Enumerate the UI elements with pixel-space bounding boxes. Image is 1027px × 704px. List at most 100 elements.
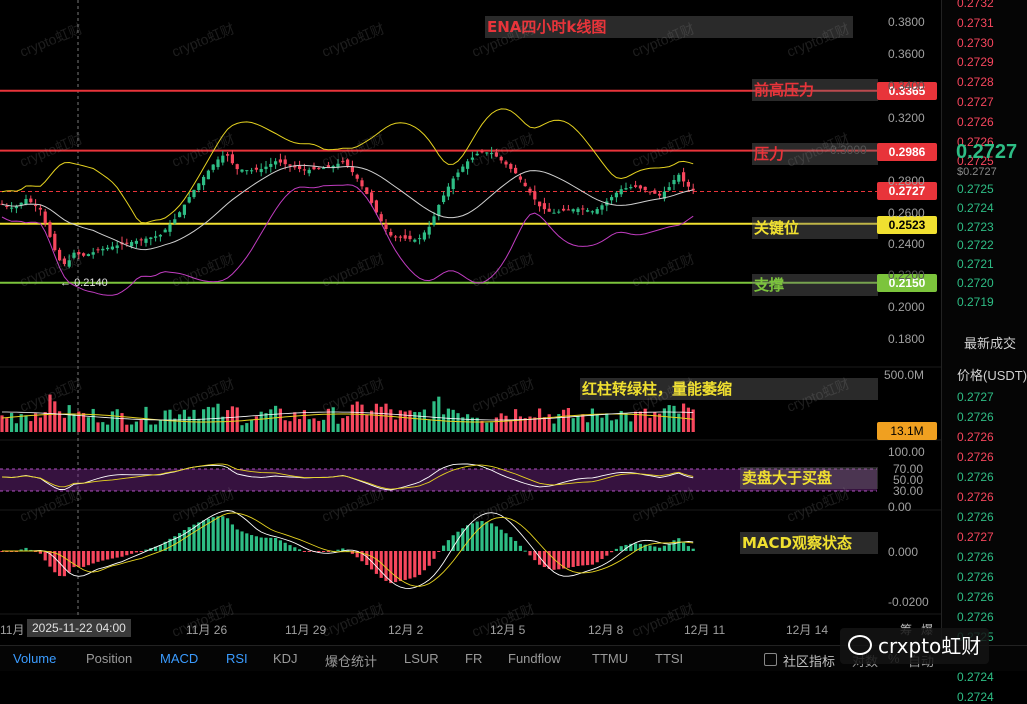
macd-histogram-bar (48, 551, 52, 567)
volume-bar (667, 405, 671, 432)
tab-fundflow[interactable]: Fundflow (508, 651, 561, 666)
candle-body (269, 163, 273, 167)
tab-liquidation[interactable]: 爆仓统计 (325, 654, 378, 669)
ask-price: 0.2725 (957, 154, 994, 169)
macd-histogram-bar (638, 543, 642, 551)
candle-body (586, 210, 590, 212)
volume-bar (312, 418, 316, 432)
macd-histogram-bar (264, 537, 268, 551)
macd-histogram-bar (144, 549, 148, 551)
x-label: 12月 2 (388, 623, 424, 637)
macd-histogram-bar (216, 516, 220, 551)
candle-body (106, 247, 110, 250)
macd-histogram-bar (72, 551, 76, 568)
tab-macd[interactable]: MACD (160, 651, 199, 666)
volume-bar (638, 411, 642, 432)
trade-price: 0.2726 (957, 450, 994, 464)
tab-fr[interactable]: FR (465, 651, 483, 666)
candle-body (514, 167, 518, 174)
volume-bar (130, 424, 134, 432)
macd-histogram-bar (221, 516, 225, 551)
volume-bar (5, 418, 9, 432)
community-indicator-button[interactable]: 社区指标 (783, 654, 836, 669)
candle-body (475, 153, 479, 156)
candle-body (178, 212, 182, 218)
candle-body (542, 203, 546, 210)
volume-current-label: 13.1M (877, 422, 937, 440)
macd-histogram-bar (370, 551, 374, 570)
tab-volume[interactable]: Volume (13, 651, 57, 666)
bollinger-lower (1, 184, 694, 296)
volume-bar (576, 416, 580, 432)
macd-histogram-bar (662, 545, 666, 551)
macd-histogram-bar (571, 551, 575, 567)
volume-bar (72, 413, 76, 432)
volume-ma2-line (2, 411, 694, 421)
macd-histogram-bar (125, 551, 129, 556)
volume-ma-line (1, 413, 694, 423)
macd-histogram-bar (360, 551, 364, 562)
macd-histogram-bar (490, 523, 494, 551)
candle-body (374, 200, 378, 213)
candle-body (446, 186, 450, 197)
volume-bar (586, 422, 590, 432)
candle-body (206, 170, 210, 180)
volume-bar (211, 407, 215, 432)
macd-histogram-bar (528, 551, 532, 556)
candle-body (168, 224, 172, 232)
bid-price: 0.2720 (957, 276, 994, 290)
candle-body (499, 156, 503, 161)
macd-histogram-bar (163, 541, 167, 551)
tab-ttsi[interactable]: TTSI (655, 651, 684, 666)
tab-position[interactable]: Position (86, 651, 133, 666)
chart-canvas[interactable] (0, 0, 1027, 670)
macd-histogram-bar (115, 551, 119, 558)
macd-histogram-bar (634, 543, 638, 551)
tab-lsur[interactable]: LSUR (404, 651, 439, 666)
volume-bar (125, 424, 129, 432)
candle-body (691, 188, 695, 191)
macd-histogram-bar (461, 528, 465, 551)
rsi-tick-30: 30.00 (893, 484, 924, 498)
candle-body (110, 246, 114, 250)
volume-bar (653, 412, 657, 432)
macd-histogram-bar (456, 531, 460, 551)
candle-body (19, 202, 23, 206)
trade-price: 0.2727 (957, 390, 994, 404)
candle-body (173, 219, 177, 224)
tab-kdj[interactable]: KDJ (273, 651, 298, 666)
candle-body (10, 207, 14, 209)
macd-histogram-bar (178, 533, 182, 551)
macd-histogram-bar (77, 551, 81, 567)
macd-histogram-bar (418, 551, 422, 575)
candle-body (518, 176, 522, 180)
macd-histogram-bar (682, 542, 686, 551)
candle-body (437, 204, 441, 216)
volume-bar (398, 410, 402, 432)
level-label-prev-high: 0.3365 (877, 82, 937, 100)
volume-bar (158, 420, 162, 432)
candle-body (629, 187, 633, 189)
tab-ttmu[interactable]: TTMU (592, 651, 629, 666)
candle-body (322, 168, 326, 170)
volume-bar (365, 414, 369, 432)
tab-rsi[interactable]: RSI (226, 651, 248, 666)
macd-histogram-bar (134, 551, 138, 553)
macd-histogram-bar (173, 536, 177, 551)
price-tick: 0.1800 (888, 332, 925, 346)
macd-histogram-bar (322, 551, 326, 552)
macd-histogram-bar (485, 522, 489, 551)
macd-histogram-bar (643, 544, 647, 551)
volume-bar (485, 422, 489, 432)
price-tick: 0.2800 (888, 174, 925, 188)
macd-histogram-bar (365, 551, 369, 566)
ask-price: 0.2732 (957, 0, 994, 10)
macd-histogram-bar (226, 518, 230, 551)
macd-histogram-bar (686, 546, 690, 551)
candle-body (451, 178, 455, 190)
candle-body (682, 172, 686, 182)
candle-body (638, 185, 642, 189)
weibo-icon (848, 635, 872, 655)
volume-bar (38, 417, 42, 432)
macd-histogram-bar (29, 549, 33, 551)
